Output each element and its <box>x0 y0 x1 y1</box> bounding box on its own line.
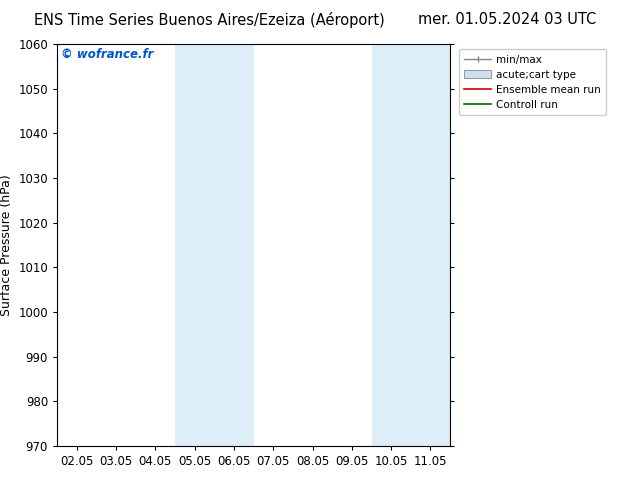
Text: ENS Time Series Buenos Aires/Ezeiza (Aéroport): ENS Time Series Buenos Aires/Ezeiza (Aér… <box>34 12 385 28</box>
Legend: min/max, acute;cart type, Ensemble mean run, Controll run: min/max, acute;cart type, Ensemble mean … <box>459 49 605 115</box>
Text: © wofrance.fr: © wofrance.fr <box>61 48 153 61</box>
Bar <box>175 44 254 446</box>
Text: mer. 01.05.2024 03 UTC: mer. 01.05.2024 03 UTC <box>418 12 597 27</box>
Y-axis label: Surface Pressure (hPa): Surface Pressure (hPa) <box>0 174 13 316</box>
Bar <box>372 44 450 446</box>
